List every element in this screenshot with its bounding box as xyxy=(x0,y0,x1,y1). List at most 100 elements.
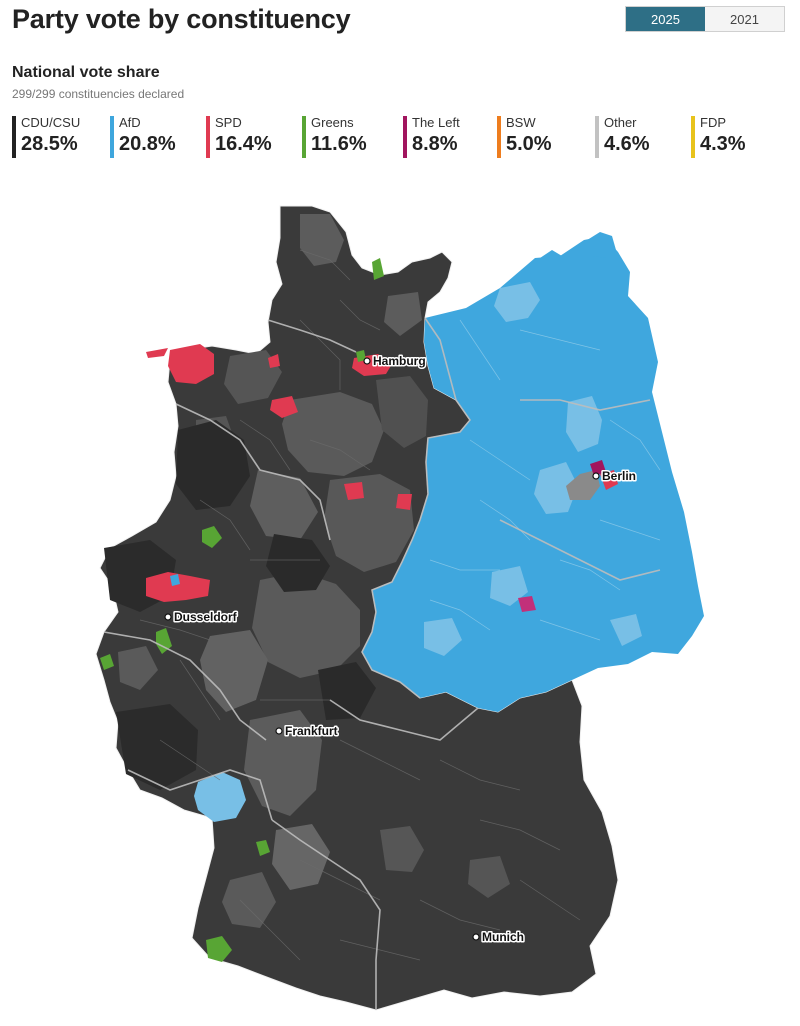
legend-item-fdp: FDP 4.3% xyxy=(691,114,746,160)
city-dusseldorf: Dusseldorf xyxy=(164,609,239,626)
legend-party-share: 8.8% xyxy=(412,133,458,155)
greens-seat-muenster xyxy=(202,526,222,548)
city-hamburg: Hamburg xyxy=(363,353,427,370)
spd-seat xyxy=(396,494,412,510)
year-toggle[interactable]: 2025 2021 xyxy=(625,6,785,32)
afd-light-area xyxy=(494,282,540,322)
baltic-island xyxy=(584,232,616,258)
state-borders xyxy=(103,317,661,1010)
declared-count: 299/299 constituencies declared xyxy=(12,87,185,101)
legend-party-share: 4.3% xyxy=(700,133,746,155)
city-dot xyxy=(275,727,283,735)
spd-seat xyxy=(146,348,168,358)
page-title: Party vote by constituency xyxy=(12,4,351,34)
legend-item-the-left: The Left 8.8% xyxy=(403,114,460,160)
legend-party-name: CDU/CSU xyxy=(21,115,81,130)
greens-seat-cologne xyxy=(156,628,172,654)
dark-area xyxy=(176,420,250,510)
afd-light-area xyxy=(490,566,528,606)
baltic-island xyxy=(540,250,562,264)
greens-seat xyxy=(372,258,384,280)
greens-seat xyxy=(356,350,366,362)
grey-area xyxy=(222,872,276,928)
legend-party-share: 16.4% xyxy=(215,133,272,155)
city-munich: Munich xyxy=(472,929,526,946)
legend-item-afd: AfD 20.8% xyxy=(110,114,176,160)
legend-party-share: 20.8% xyxy=(119,133,176,155)
legend-item-bsw: BSW 5.0% xyxy=(497,114,552,160)
afd-west-area xyxy=(194,772,246,822)
legend-swatch xyxy=(12,116,16,158)
legend-swatch xyxy=(497,116,501,158)
afd-light-area xyxy=(610,614,642,646)
grey-area xyxy=(380,826,424,872)
grey-area xyxy=(282,392,384,476)
spd-seat xyxy=(268,354,280,368)
dark-area xyxy=(318,662,376,720)
legend-swatch xyxy=(403,116,407,158)
city-dot xyxy=(363,357,371,365)
legend-party-name: BSW xyxy=(506,115,536,130)
city-dot xyxy=(592,472,600,480)
spd-seat xyxy=(344,482,364,500)
city-label: Frankfurt xyxy=(285,724,338,738)
legend-title: National vote share xyxy=(12,64,160,81)
afd-region-east xyxy=(362,236,704,712)
spd-seat-east-frisia xyxy=(168,344,214,384)
grey-area xyxy=(272,824,330,890)
afd-light-area xyxy=(424,618,462,656)
legend-party-share: 4.6% xyxy=(604,133,650,155)
legend-party-share: 5.0% xyxy=(506,133,552,155)
other-berlin-area xyxy=(566,470,600,500)
constituency-lines xyxy=(139,249,581,961)
grey-area xyxy=(118,646,158,690)
legend-party-share: 11.6% xyxy=(311,133,367,155)
dark-area xyxy=(116,704,198,790)
city-frankfurt: Frankfurt xyxy=(275,723,339,740)
constituency-map[interactable]: Hamburg Berlin Dusseldorf Frankfurt Muni… xyxy=(0,180,800,1026)
dark-area xyxy=(266,534,330,592)
city-berlin: Berlin xyxy=(592,468,638,485)
afd-light-area xyxy=(566,396,602,452)
grey-area xyxy=(250,470,318,540)
constituency-lines-east xyxy=(429,319,661,641)
grey-area xyxy=(224,350,282,404)
city-dot xyxy=(472,933,480,941)
legend-party-name: The Left xyxy=(412,115,460,130)
grey-area xyxy=(324,474,414,572)
city-label: Munich xyxy=(482,930,524,944)
legend-party-name: Greens xyxy=(311,115,354,130)
legend-swatch xyxy=(691,116,695,158)
legend-swatch xyxy=(206,116,210,158)
legend-swatch xyxy=(110,116,114,158)
spd-seat xyxy=(600,470,618,490)
legend-party-name: SPD xyxy=(215,115,242,130)
legend-party-name: Other xyxy=(604,115,637,130)
year-2021-button[interactable]: 2021 xyxy=(705,7,784,31)
left-seat-leipzig xyxy=(518,596,536,612)
legend-swatch xyxy=(302,116,306,158)
city-label: Berlin xyxy=(602,469,636,483)
grey-area xyxy=(252,572,360,678)
afd-seat-ruhr xyxy=(170,574,180,586)
greens-seat-aachen xyxy=(100,654,114,670)
legend-swatch xyxy=(595,116,599,158)
grey-area xyxy=(384,292,422,336)
legend-item-other: Other 4.6% xyxy=(595,114,650,160)
grey-area xyxy=(200,630,268,712)
greens-seat-freiburg xyxy=(206,936,232,962)
city-label: Hamburg xyxy=(373,354,426,368)
spd-seat-ruhr xyxy=(146,572,210,602)
legend-party-share: 28.5% xyxy=(21,133,78,155)
greens-seat-heidelberg xyxy=(256,840,270,856)
legend-item-spd: SPD 16.4% xyxy=(206,114,272,160)
legend-party-name: FDP xyxy=(700,115,726,130)
legend-party-name: AfD xyxy=(119,115,141,130)
grey-area xyxy=(376,376,428,448)
grey-area xyxy=(468,856,510,898)
legend-item-cdu-csu: CDU/CSU 28.5% xyxy=(12,114,80,160)
afd-light-area xyxy=(534,462,578,514)
year-2025-button[interactable]: 2025 xyxy=(626,7,705,31)
grey-area xyxy=(300,214,344,266)
city-dot xyxy=(164,613,172,621)
